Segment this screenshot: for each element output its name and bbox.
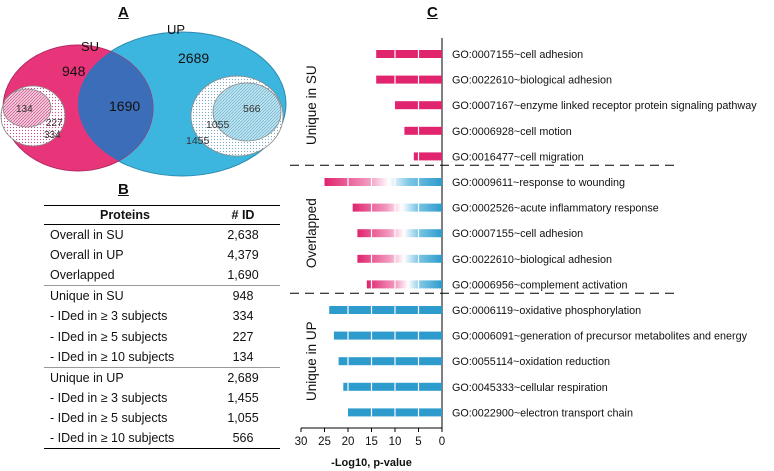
table-row: - IDed in ≥ 5 subjects 227 [44,326,280,346]
venn-up-label: UP [167,22,185,37]
table-row: - IDed in ≥ 10 subjects 566 [44,427,280,450]
x-tick-label: 30 [295,436,308,448]
venn-overlap [78,45,153,171]
bar [357,229,442,238]
bar [324,178,442,186]
x-tick-label: 10 [389,436,402,448]
table-row: - IDed in ≥ 3 subjects 334 [44,306,280,326]
go-term-label: GO:0007155~cell adhesion [452,228,583,240]
go-term-label: GO:0022610~biological adhesion [452,254,612,266]
go-term-label: GO:0006928~cell motion [452,126,572,138]
bar [376,50,442,58]
x-tick-label: 25 [318,436,331,448]
table-row: Overlapped 1,690 [44,265,280,286]
bar [352,203,442,212]
go-enrichment-chart: 30 25 20 15 10 5 0 -Log10, p-value Unique in SU G… [290,38,757,469]
row-label: Overall in SU [50,228,124,243]
go-term-label: GO:0006956~complement activation [452,279,628,291]
venn-up-subset-3: 1455 [186,135,210,147]
table-row: Unique in SU 948 [44,285,280,307]
row-label: Overlapped [50,268,115,283]
go-term-label: GO:0002526~acute inflammatory response [452,203,659,215]
group-label: Unique in UP [304,321,319,401]
row-value: 1,455 [227,390,259,405]
row-value: 566 [206,427,280,450]
x-tick-label: 5 [415,436,421,448]
table-header-id: # ID [206,205,280,225]
row-value: 4,379 [227,248,259,263]
row-label: - IDed in ≥ 10 subjects [50,349,175,364]
x-tick-label: 15 [365,436,378,448]
row-label: Unique in UP [44,366,206,388]
row-label: - IDed in ≥ 10 subjects [44,427,206,450]
go-term-label: GO:0022610~biological adhesion [452,75,612,87]
row-label: - IDed in ≥ 5 subjects [50,410,168,425]
group-label: Overlapped [304,198,319,268]
row-label: - IDed in ≥ 3 subjects [50,309,168,324]
table-row: Overall in SU 2,638 [44,225,280,246]
bar [413,152,442,161]
panel-a-label: A [118,4,129,21]
table-row: - IDed in ≥ 10 subjects 134 [44,347,280,368]
row-value: 948 [206,285,280,307]
bar [338,357,442,366]
venn-up-subset-10: 566 [243,103,261,115]
venn-su-only-count: 948 [62,63,86,79]
table-row: - IDed in ≥ 3 subjects 1,455 [44,388,280,408]
venn-su-subset-inner [2,88,52,128]
row-value: 2,638 [227,228,259,243]
bar [376,75,442,84]
table-header-proteins: Proteins [44,205,206,225]
venn-up-subset-5: 1055 [206,119,230,131]
venn-su-subset-3: 334 [44,130,61,141]
row-value: 227 [232,329,254,344]
bar [343,382,442,391]
venn-up-only-count: 2689 [178,50,209,66]
row-label: Overall in UP [50,248,124,263]
x-tick-label: 0 [439,436,445,448]
row-value: 334 [232,309,254,324]
table-row: Unique in UP 2,689 [44,366,280,388]
table-row: Overall in UP 4,379 [44,245,280,265]
bar [404,126,442,135]
venn-su-subset-5: 227 [46,118,63,129]
go-term-label: GO:0055114~oxidation reduction [452,356,610,368]
bar [333,331,442,340]
go-term-label: GO:0016477~cell migration [452,151,584,163]
venn-diagram: SU UP 948 2689 1690 134 227 334 566 1055… [0,22,287,177]
venn-su-label: SU [81,39,99,54]
row-label: - IDed in ≥ 3 subjects [50,390,168,405]
panel-b-label: B [118,181,129,198]
x-axis-label: -Log10, p-value [331,457,412,469]
go-term-label: GO:0006119~oxidative phosphorylation [452,305,641,317]
row-value: 1,690 [227,268,259,283]
table-row: - IDed in ≥ 5 subjects 1,055 [44,408,280,428]
protein-id-table: Proteins # ID Overall in SU 2,638 Overall… [44,205,280,450]
x-tick-label: 20 [342,436,355,448]
bar [329,306,442,314]
panel-c-label: C [427,4,438,21]
go-term-label: GO:0009611~response to wounding [452,177,625,189]
row-value: 2,689 [206,366,280,388]
go-term-label: GO:0006091~generation of precursor metab… [452,331,748,343]
row-label: - IDed in ≥ 5 subjects [50,329,168,344]
group-label: Unique in SU [304,65,319,145]
row-value: 1,055 [227,410,259,425]
go-term-label: GO:0007155~cell adhesion [452,49,583,61]
table-header-row: Proteins # ID [44,205,280,225]
bar [357,254,442,263]
venn-up-subset-inner [212,82,282,142]
venn-su-subset-10: 134 [16,104,33,115]
bar [366,280,442,289]
venn-overlap-count: 1690 [109,98,140,114]
go-term-label: GO:0007167~enzyme linked receptor protei… [452,100,757,112]
go-term-label: GO:0045333~cellular respiration [452,382,608,394]
row-value: 134 [232,349,254,364]
go-term-label: GO:0022900~electron transport chain [452,407,633,419]
row-label: Unique in SU [44,285,206,307]
